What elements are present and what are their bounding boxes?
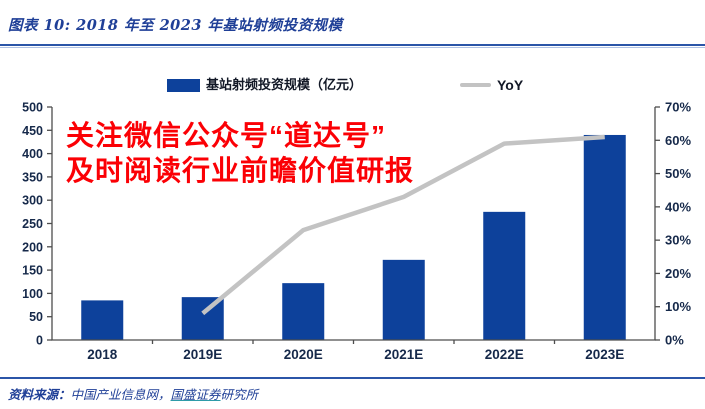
source-name-1: 中国产业信息网，: [70, 387, 171, 402]
right-axis-tick-label: 30%: [665, 233, 691, 248]
left-axis-tick-label: 250: [22, 217, 43, 231]
right-axis-tick-label: 20%: [665, 266, 691, 281]
left-axis-tick-label: 50: [29, 310, 43, 324]
chart-legend: 基站射频投资规模（亿元） YoY: [0, 76, 705, 96]
legend-entry-bar: 基站射频投资规模（亿元）: [167, 76, 362, 94]
source-name-2: 研究所: [220, 387, 259, 402]
bar-series-swatch: [167, 78, 200, 92]
left-axis-tick-label: 300: [22, 194, 43, 208]
yoy-series-label: YoY: [497, 77, 524, 93]
x-axis-label-2018: 2018: [87, 347, 118, 362]
left-axis-tick-label: 400: [22, 147, 43, 161]
right-axis-tick-label: 70%: [665, 100, 691, 115]
title-separator: [0, 44, 705, 46]
bar-series-label: 基站射频投资规模（亿元）: [206, 77, 363, 92]
source-prefix: 资料来源：: [8, 387, 71, 402]
x-axis-label-2021E: 2021E: [384, 347, 423, 362]
left-axis-tick-label: 350: [22, 170, 43, 184]
right-axis-tick-label: 50%: [665, 166, 691, 181]
bar-2022E: [483, 211, 526, 340]
axes-frame: [51, 107, 656, 341]
left-axis-tick-label: 150: [22, 264, 43, 278]
left-axis-tick-label: 100: [22, 287, 43, 301]
left-axis-tick-label: 0: [36, 334, 43, 348]
footer-separator: [0, 377, 705, 379]
legend-entry-line: YoY: [460, 76, 523, 94]
bar-2023E: [583, 134, 626, 340]
bar-2020E: [282, 283, 325, 340]
right-axis-tick-label: 10%: [665, 299, 691, 314]
right-axis-tick-label: 40%: [665, 199, 691, 214]
x-axis-label-2019E: 2019E: [183, 347, 222, 362]
right-axis-tick-label: 60%: [665, 133, 691, 148]
source-note: 资料来源：中国产业信息网，国盛证券研究所: [8, 384, 258, 403]
source-link[interactable]: 国盛证券: [170, 387, 221, 402]
yoy-line-swatch: [460, 83, 491, 87]
x-axis-label-2022E: 2022E: [485, 347, 524, 362]
bar-2021E: [382, 259, 425, 340]
yoy-line: [201, 134, 605, 316]
left-axis-tick-label: 450: [22, 124, 43, 138]
x-axis-label-2023E: 2023E: [585, 347, 624, 362]
figure-title: 图表 10: 2018 年至 2023 年基站射频投资规模: [8, 17, 343, 34]
bar-2018: [81, 300, 124, 340]
x-axis-label-2020E: 2020E: [284, 347, 323, 362]
left-axis-tick-label: 500: [22, 101, 43, 115]
title-separator-light: [0, 47, 705, 48]
left-axis-tick-label: 200: [22, 240, 43, 254]
right-axis-tick-label: 0%: [665, 333, 684, 348]
